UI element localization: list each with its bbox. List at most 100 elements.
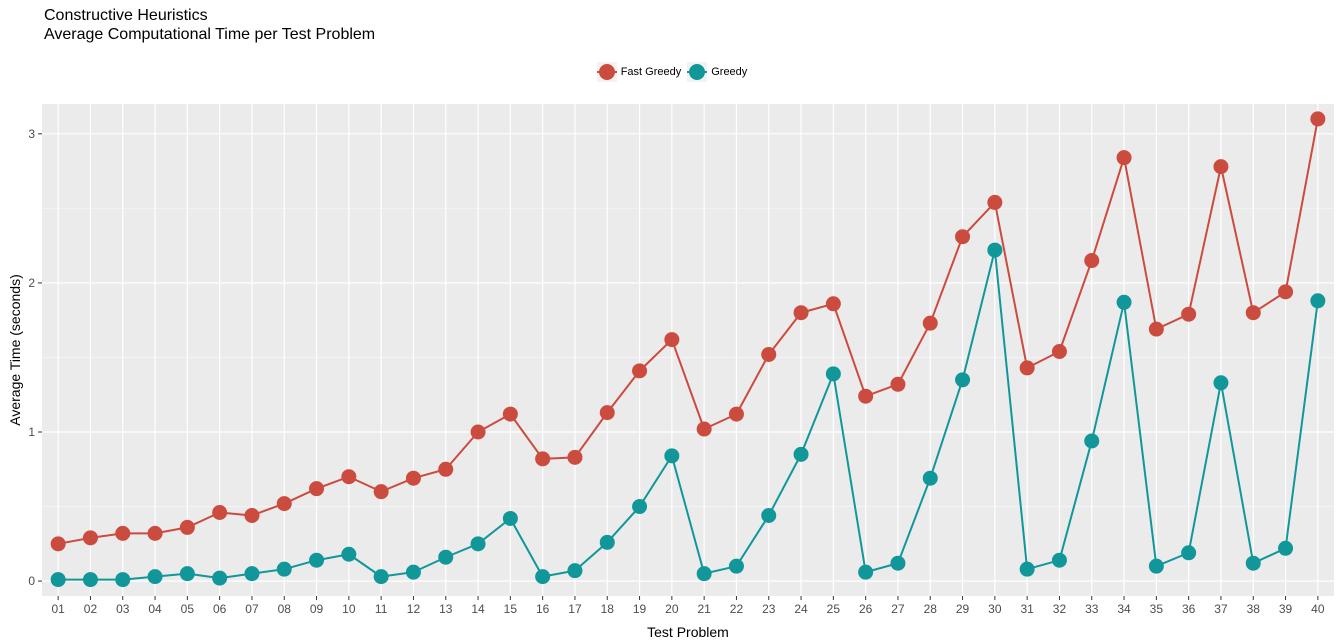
data-point-greedy bbox=[567, 563, 583, 579]
x-tick-label: 23 bbox=[762, 602, 776, 616]
data-point-fast-greedy bbox=[470, 424, 486, 440]
series-line-fast-greedy bbox=[57, 118, 1319, 545]
data-point-fast-greedy bbox=[179, 519, 195, 535]
data-point-fast-greedy bbox=[664, 332, 680, 348]
x-tick-label: 09 bbox=[310, 602, 324, 616]
data-point-greedy bbox=[1245, 555, 1261, 571]
legend-item-fast-greedy: Fast Greedy bbox=[596, 62, 682, 82]
data-point-fast-greedy bbox=[890, 376, 906, 392]
x-tick-label: 30 bbox=[988, 602, 1002, 616]
series-layer bbox=[50, 111, 1326, 588]
x-axis-label: Test Problem bbox=[647, 624, 729, 640]
x-tick-label: 34 bbox=[1117, 602, 1131, 616]
data-point-fast-greedy bbox=[502, 406, 518, 422]
data-point-greedy bbox=[599, 534, 615, 550]
data-point-greedy bbox=[728, 558, 744, 574]
data-point-fast-greedy bbox=[696, 421, 712, 437]
data-point-greedy bbox=[1051, 552, 1067, 568]
grid-lines bbox=[42, 104, 1334, 596]
data-point-fast-greedy bbox=[955, 229, 971, 245]
x-tick-label: 06 bbox=[213, 602, 227, 616]
data-point-fast-greedy bbox=[761, 346, 777, 362]
data-point-fast-greedy bbox=[1084, 253, 1100, 269]
data-point-fast-greedy bbox=[1051, 343, 1067, 359]
data-point-fast-greedy bbox=[1181, 306, 1197, 322]
x-tick-label: 21 bbox=[697, 602, 711, 616]
data-point-fast-greedy bbox=[50, 536, 66, 552]
data-point-greedy bbox=[1116, 294, 1132, 310]
legend-key-fast-greedy bbox=[596, 62, 617, 82]
data-point-greedy bbox=[1019, 561, 1035, 577]
data-point-fast-greedy bbox=[987, 194, 1003, 210]
data-point-greedy bbox=[1148, 558, 1164, 574]
data-point-greedy bbox=[147, 569, 163, 585]
data-point-fast-greedy bbox=[793, 305, 809, 321]
data-point-greedy bbox=[1181, 545, 1197, 561]
data-point-fast-greedy bbox=[309, 481, 325, 497]
data-point-greedy bbox=[664, 448, 680, 464]
x-tick-label: 08 bbox=[278, 602, 292, 616]
y-tick-label: 2 bbox=[28, 276, 35, 290]
x-tick-label: 36 bbox=[1182, 602, 1196, 616]
x-tick-label: 12 bbox=[407, 602, 421, 616]
data-point-greedy bbox=[405, 564, 421, 580]
data-point-greedy bbox=[276, 561, 292, 577]
x-tick-label: 16 bbox=[536, 602, 550, 616]
data-point-fast-greedy bbox=[632, 363, 648, 379]
data-point-greedy bbox=[890, 555, 906, 571]
data-point-fast-greedy bbox=[115, 525, 131, 541]
data-point-greedy bbox=[535, 569, 551, 585]
y-tick-label: 3 bbox=[28, 127, 35, 141]
x-tick-label: 01 bbox=[51, 602, 65, 616]
chart-subtitle: Average Computational Time per Test Prob… bbox=[44, 26, 376, 43]
data-point-greedy bbox=[1213, 375, 1229, 391]
data-point-greedy bbox=[825, 366, 841, 382]
data-point-fast-greedy bbox=[599, 405, 615, 421]
x-tick-label: 37 bbox=[1214, 602, 1228, 616]
x-tick-label: 11 bbox=[375, 602, 388, 616]
series-line-greedy bbox=[58, 249, 1319, 581]
data-point-greedy bbox=[212, 570, 228, 586]
legend-label-fast-greedy: Fast Greedy bbox=[620, 66, 682, 78]
y-tick-label: 1 bbox=[28, 425, 35, 439]
data-point-fast-greedy bbox=[276, 496, 292, 512]
x-tick-label: 20 bbox=[665, 602, 679, 616]
data-point-fast-greedy bbox=[1213, 159, 1229, 175]
data-point-fast-greedy bbox=[147, 525, 163, 541]
data-point-fast-greedy bbox=[567, 449, 583, 465]
data-point-fast-greedy bbox=[858, 388, 874, 404]
data-point-fast-greedy bbox=[1278, 284, 1294, 300]
data-point-greedy bbox=[696, 566, 712, 582]
x-tick-label: 14 bbox=[471, 602, 485, 616]
data-point-greedy bbox=[341, 546, 357, 562]
data-point-greedy bbox=[922, 470, 938, 486]
legend: Fast Greedy Greedy bbox=[0, 62, 1344, 82]
x-tick-label: 38 bbox=[1247, 602, 1261, 616]
legend-label-greedy: Greedy bbox=[711, 66, 748, 78]
x-tick-label: 18 bbox=[601, 602, 615, 616]
y-axis-label: Average Time (seconds) bbox=[7, 274, 23, 425]
data-point-fast-greedy bbox=[341, 469, 357, 485]
data-point-greedy bbox=[955, 372, 971, 388]
data-point-greedy bbox=[82, 572, 98, 588]
x-tick-label: 24 bbox=[794, 602, 808, 616]
x-tick-label: 32 bbox=[1053, 602, 1067, 616]
x-tick-label: 33 bbox=[1085, 602, 1099, 616]
data-point-fast-greedy bbox=[535, 451, 551, 467]
x-tick-label: 17 bbox=[568, 602, 582, 616]
data-point-greedy bbox=[502, 510, 518, 526]
x-tick-label: 04 bbox=[148, 602, 162, 616]
x-tick-label: 13 bbox=[439, 602, 453, 616]
data-point-greedy bbox=[50, 572, 66, 588]
data-point-fast-greedy bbox=[82, 530, 98, 546]
data-point-greedy bbox=[1278, 540, 1294, 556]
data-point-greedy bbox=[373, 569, 389, 585]
legend-key-greedy bbox=[687, 62, 708, 82]
data-point-greedy bbox=[858, 564, 874, 580]
data-point-fast-greedy bbox=[1310, 111, 1326, 127]
plot-panel bbox=[42, 104, 1334, 596]
data-point-greedy bbox=[632, 499, 648, 515]
x-tick-label: 29 bbox=[956, 602, 970, 616]
x-tick-label: 28 bbox=[924, 602, 938, 616]
